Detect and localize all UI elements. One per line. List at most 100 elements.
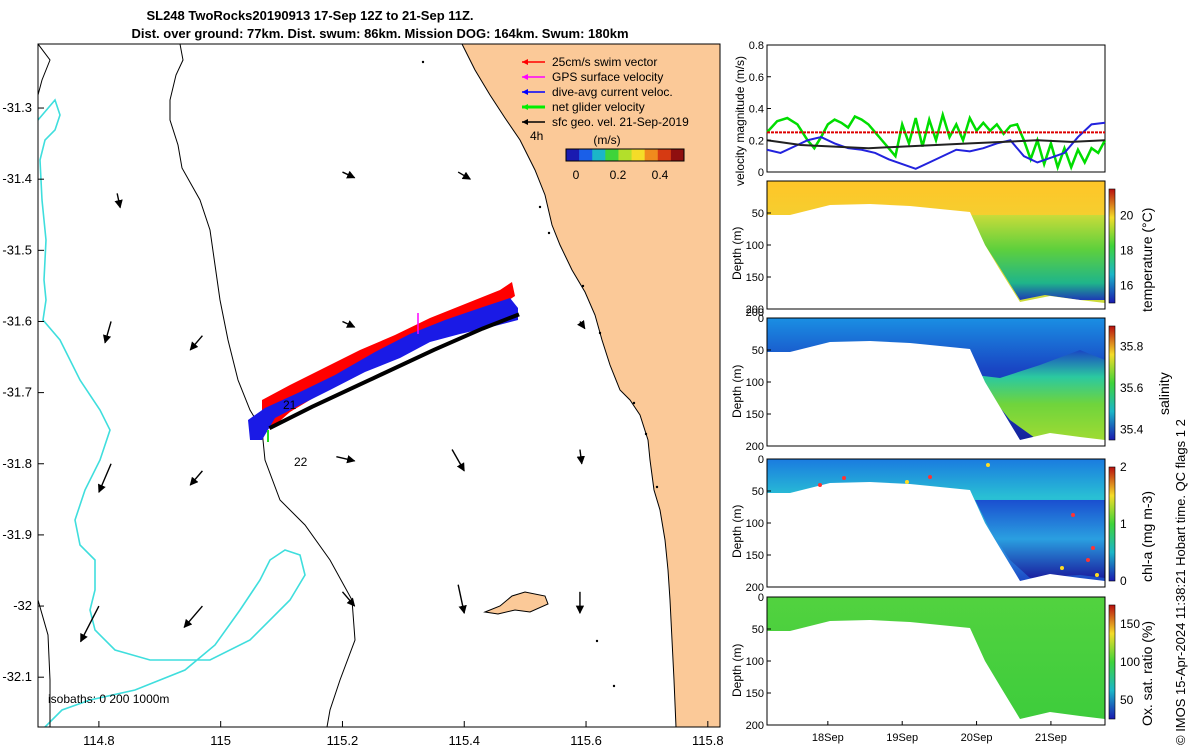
surface-geostrophic-vectors bbox=[80, 170, 586, 643]
temperature-section bbox=[767, 181, 1105, 309]
section-colorbars: 16 18 20 35.4 35.6 35.8 0 1 2 50 100 150 bbox=[1108, 188, 1144, 720]
velocity-y-label: velocity magnitude (m/s) bbox=[733, 55, 747, 186]
colorbar-frame bbox=[565, 148, 685, 162]
velocity-y-tick-label: 0.4 bbox=[749, 104, 764, 116]
colorbar-tick-label: 16 bbox=[1120, 278, 1134, 292]
legend-arrowhead bbox=[522, 74, 528, 80]
colorbar-segment bbox=[605, 149, 619, 161]
velocity-series-line-1 bbox=[766, 121, 1106, 170]
geostrophic-vector-11 bbox=[576, 449, 585, 465]
colorbar-tick-label: 2 bbox=[1120, 460, 1127, 474]
salinity-section bbox=[767, 318, 1105, 446]
depth-tick-label: 50 bbox=[752, 486, 764, 498]
colorbar-tick-label: 1 bbox=[1120, 517, 1127, 531]
depth-tick-label: 150 bbox=[746, 409, 764, 421]
date-tick-label: 19Sep bbox=[886, 732, 918, 744]
colorbar-tick-label: 35.8 bbox=[1120, 340, 1144, 354]
depth-tick-label: 0 bbox=[758, 454, 764, 466]
colorbar-segment bbox=[566, 149, 580, 161]
chlorophyll-y-label: Depth (m) bbox=[730, 504, 744, 558]
depth-tick-label: 150 bbox=[746, 550, 764, 562]
glider-track bbox=[268, 312, 520, 430]
coast-rocks bbox=[421, 60, 659, 688]
glider-track-line bbox=[268, 312, 520, 430]
depth-tick-label: 100 bbox=[746, 656, 764, 668]
geostrophic-vector-2 bbox=[457, 171, 472, 180]
colorbar-tick-label: 35.4 bbox=[1120, 423, 1144, 437]
velocity-series-line-0 bbox=[766, 110, 1107, 172]
colorbar-segment bbox=[618, 149, 633, 161]
depth-tick-label: 100 bbox=[746, 518, 764, 530]
oxygen-colorbar-label: Ox. sat. ratio (%) bbox=[1139, 620, 1155, 726]
land-mass bbox=[461, 44, 720, 727]
geostrophic-vector-13 bbox=[183, 605, 203, 629]
legend-arrowhead bbox=[522, 59, 528, 65]
salinity-y-label: Depth (m) bbox=[730, 364, 744, 418]
current-cloud bbox=[248, 298, 518, 440]
colorbar-tick-label: 18 bbox=[1120, 243, 1134, 257]
map-y-tick-label: -31.5 bbox=[2, 242, 32, 257]
colorbar-segment bbox=[644, 149, 659, 161]
chart-title-line-1: SL248 TwoRocks20190913 17-Sep 12Z to 21-… bbox=[146, 8, 474, 23]
day-label-21: 21 bbox=[283, 398, 297, 412]
map-y-tick-label: -31.7 bbox=[2, 385, 32, 400]
velocity-y-tick-label: 0 bbox=[758, 167, 764, 179]
depth-tick-label: 200 bbox=[746, 304, 764, 316]
colorbar-segment bbox=[670, 149, 685, 161]
section-colorbar bbox=[1108, 325, 1116, 441]
velocity-y-tick-label: 0.2 bbox=[749, 135, 764, 147]
isobath-label: isobaths: 0 200 1000m bbox=[48, 692, 169, 706]
colorbar-tick-label: 20 bbox=[1120, 208, 1134, 222]
legend-label: net glider velocity bbox=[552, 100, 645, 114]
map-y-tick-label: -32.1 bbox=[2, 669, 32, 684]
legend-label: GPS surface velocity bbox=[552, 70, 663, 84]
map-y-tick-label: -31.6 bbox=[2, 313, 32, 328]
colorbar-tick-label: 0.2 bbox=[610, 168, 627, 182]
geostrophic-vector-0 bbox=[114, 193, 123, 209]
day-label-22: 22 bbox=[294, 455, 308, 469]
depth-tick-label: 150 bbox=[746, 688, 764, 700]
velocity-series-line-2 bbox=[766, 139, 1106, 150]
colorbar-tick-label: 150 bbox=[1120, 617, 1140, 631]
colorbar-tick-label: 0.4 bbox=[652, 168, 669, 182]
isobath-0-south bbox=[38, 599, 51, 727]
geostrophic-vector-6 bbox=[577, 319, 586, 330]
depth-tick-label: 0 bbox=[758, 592, 764, 604]
geostrophic-vector-3 bbox=[103, 321, 112, 344]
geostrophic-vector-10 bbox=[451, 449, 465, 472]
salinity-colorbar-label: salinity bbox=[1156, 372, 1172, 415]
legend-arrowhead bbox=[522, 89, 528, 95]
legend-arrowhead bbox=[522, 104, 528, 110]
chlorophyll-section bbox=[767, 459, 1105, 587]
depth-tick-label: 200 bbox=[746, 307, 764, 319]
legend-label: 25cm/s swim vector bbox=[552, 55, 657, 69]
colorbar-tick-label: 0 bbox=[573, 168, 580, 182]
map-y-tick-label: -31.9 bbox=[2, 527, 32, 542]
colorbar-tick-label: 50 bbox=[1120, 693, 1134, 707]
geostrophic-vector-9 bbox=[336, 455, 356, 464]
depth-tick-label: 50 bbox=[752, 208, 764, 220]
geostrophic-vector-8 bbox=[189, 470, 203, 486]
geostrophic-vector-12 bbox=[80, 605, 100, 643]
oxygen-y-label: Depth (m) bbox=[730, 643, 744, 697]
map-y-tick-label: -31.8 bbox=[2, 456, 32, 471]
colorbar-title: (m/s) bbox=[593, 133, 620, 147]
depth-tick-label: 200 bbox=[746, 720, 764, 732]
colorbar-tick-label: 0 bbox=[1120, 574, 1127, 588]
velocity-y-tick-label: 0.8 bbox=[749, 40, 764, 52]
map-x-tick-label: 115.2 bbox=[327, 733, 359, 748]
chart-title-line-2: Dist. over ground: 77km. Dist. swum: 86k… bbox=[131, 26, 629, 41]
map-y-tick-label: -32 bbox=[13, 598, 32, 613]
time-label: 4h bbox=[530, 129, 543, 143]
date-tick-label: 20Sep bbox=[961, 732, 993, 744]
depth-tick-label: 150 bbox=[746, 272, 764, 284]
velocity-y-ticks: 0 0.2 0.4 0.6 0.8 bbox=[749, 40, 771, 179]
legend-label: dive-avg current veloc. bbox=[552, 85, 673, 99]
depth-tick-label: 200 bbox=[746, 582, 764, 594]
date-tick-label: 21Sep bbox=[1035, 732, 1067, 744]
map-x-tick-label: 115.6 bbox=[570, 733, 602, 748]
section-axis-ticks: 5010015020005010015020005010015020005010… bbox=[746, 208, 1067, 744]
depth-tick-label: 50 bbox=[752, 624, 764, 636]
depth-tick-label: 0 bbox=[758, 313, 764, 325]
